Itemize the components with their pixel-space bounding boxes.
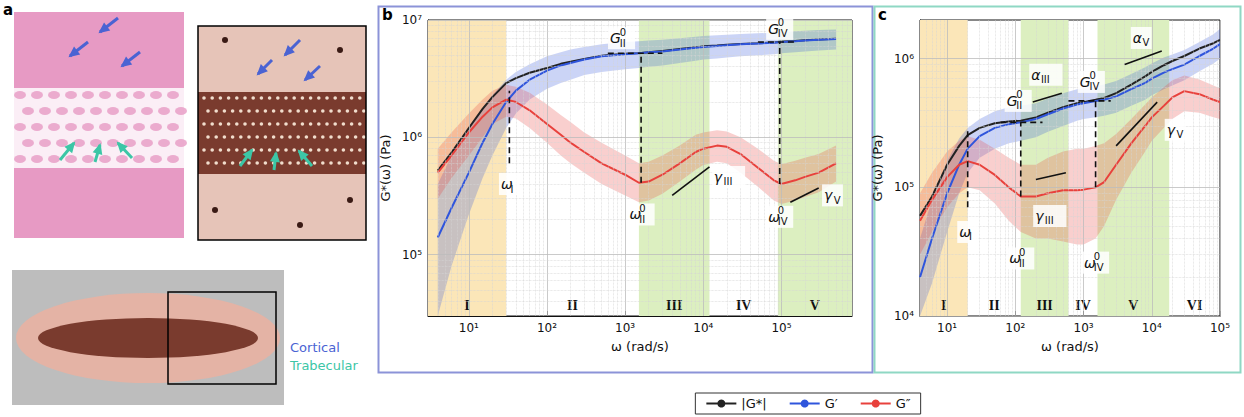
svg-text:0: 0 (1094, 251, 1100, 262)
svg-text:IV: IV (778, 28, 788, 39)
svg-text:II: II (1019, 258, 1025, 269)
svg-text:III: III (724, 176, 733, 187)
svg-text:0: 0 (1016, 89, 1022, 100)
svg-text:ω (rad/s): ω (rad/s) (611, 339, 669, 354)
svg-text:c: c (878, 6, 887, 24)
svg-text:a: a (3, 1, 13, 19)
svg-text:G″: G″ (896, 396, 911, 411)
svg-text:10⁵: 10⁵ (1210, 321, 1230, 335)
svg-text:ω: ω (1009, 250, 1021, 267)
svg-text:V: V (809, 297, 820, 313)
svg-text:10¹: 10¹ (459, 321, 479, 335)
svg-text:III: III (1045, 215, 1054, 226)
svg-text:G′: G′ (825, 396, 838, 411)
svg-text:0: 0 (778, 205, 784, 216)
svg-text:VI: VI (1187, 298, 1203, 313)
svg-text:0: 0 (639, 203, 645, 214)
svg-text:Cortical: Cortical (290, 340, 340, 355)
svg-text:10⁶: 10⁶ (894, 52, 914, 66)
svg-text:III: III (1036, 298, 1052, 313)
svg-text:IV: IV (778, 216, 788, 227)
svg-text:10⁷: 10⁷ (402, 13, 422, 27)
svg-text:G: G (610, 30, 621, 47)
svg-text:ω: ω (959, 224, 971, 240)
svg-text:10⁵: 10⁵ (402, 248, 422, 262)
svg-text:ω: ω (1084, 254, 1096, 271)
svg-text:I: I (941, 298, 946, 313)
svg-text:10²: 10² (1005, 321, 1025, 335)
svg-text:V: V (834, 195, 841, 206)
svg-text:IV: IV (1075, 297, 1091, 313)
svg-text:G: G (1006, 92, 1018, 109)
svg-text:γ: γ (714, 169, 723, 185)
svg-text:10⁶: 10⁶ (402, 130, 422, 144)
svg-text:IV: IV (1089, 81, 1099, 92)
svg-text:Trabecular: Trabecular (289, 358, 359, 373)
svg-text:G*(ω) (Pa): G*(ω) (Pa) (870, 134, 885, 201)
svg-text:γ: γ (824, 187, 833, 203)
svg-text:II: II (989, 298, 1000, 313)
svg-text:ω: ω (500, 176, 513, 192)
svg-text:γ: γ (1035, 208, 1044, 224)
svg-text:0: 0 (620, 27, 626, 38)
svg-text:0: 0 (1089, 70, 1095, 81)
svg-text:II: II (620, 38, 626, 49)
svg-text:α: α (1031, 67, 1041, 83)
svg-text:II: II (1016, 100, 1022, 111)
svg-text:IV: IV (1094, 262, 1104, 273)
svg-text:0: 0 (1019, 247, 1025, 258)
svg-text:I: I (511, 184, 514, 195)
svg-text:I: I (464, 297, 470, 313)
svg-text:III: III (666, 298, 682, 313)
svg-text:III: III (1041, 74, 1050, 85)
svg-text:10⁴: 10⁴ (894, 309, 914, 323)
svg-text:10²: 10² (537, 321, 557, 335)
svg-text:α: α (1133, 30, 1143, 46)
svg-text:V: V (1176, 129, 1183, 140)
svg-text:G: G (768, 20, 779, 37)
svg-text:0: 0 (778, 17, 784, 28)
svg-text:G: G (1079, 73, 1091, 90)
svg-text:10³: 10³ (1074, 321, 1094, 335)
svg-text:V: V (1142, 37, 1149, 48)
svg-text:b: b (382, 6, 393, 24)
svg-text:10⁵: 10⁵ (771, 321, 791, 335)
svg-text:10⁴: 10⁴ (693, 321, 713, 335)
svg-text:ω (rad/s): ω (rad/s) (1041, 339, 1099, 354)
svg-text:10⁴: 10⁴ (1142, 321, 1162, 335)
svg-text:II: II (639, 214, 645, 225)
svg-text:ω: ω (768, 208, 780, 225)
svg-text:IV: IV (736, 298, 752, 313)
svg-text:II: II (567, 298, 578, 313)
svg-text:10⁵: 10⁵ (894, 180, 914, 194)
svg-text:10¹: 10¹ (937, 321, 957, 335)
svg-text:|G*|: |G*| (741, 396, 766, 411)
svg-text:I: I (969, 231, 972, 242)
svg-text:ω: ω (629, 206, 642, 223)
svg-text:γ: γ (1167, 122, 1176, 138)
svg-text:G*(ω) (Pa): G*(ω) (Pa) (378, 134, 393, 201)
svg-text:10³: 10³ (615, 321, 635, 335)
svg-text:V: V (1128, 298, 1138, 313)
